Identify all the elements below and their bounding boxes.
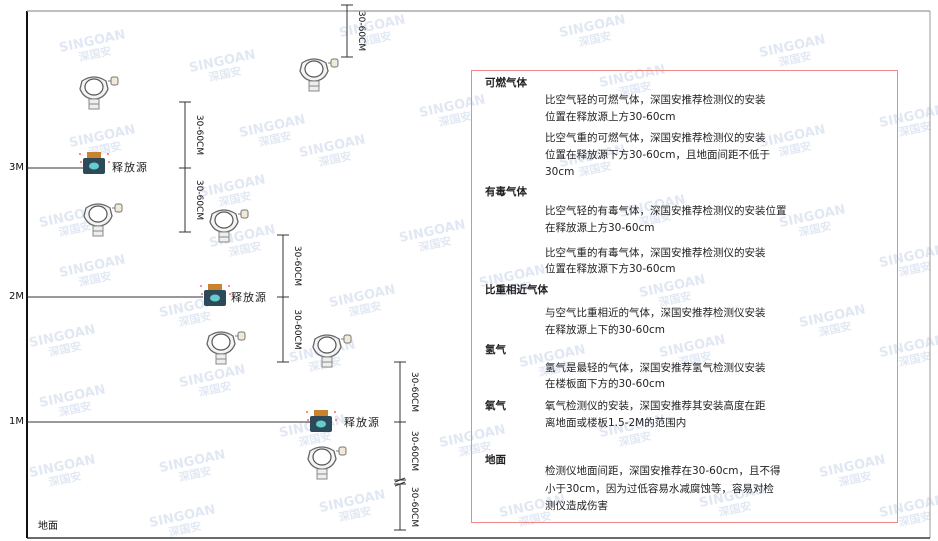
section-text-line: 检测仪地面间距，深国安推荐在30-60cm，且不得	[545, 465, 781, 477]
section-text-line: 在楼板面下方的30-60cm	[545, 378, 666, 390]
dimension-line: 30-60CM	[179, 167, 204, 233]
installation-guide-box: 可燃气体比空气轻的可燃气体，深国安推荐检测仪的安装 位置在释放源上方30-60cm…	[471, 70, 898, 523]
dimension-label: 30-60CM	[194, 115, 204, 155]
section-text-line: 小于30cm，因为过低容易水减腐蚀等，容易对检	[545, 483, 774, 495]
dimension-label: 30-60CM	[409, 372, 419, 412]
dimension-label: 30-60CM	[292, 246, 302, 286]
section-text-line: 比空气重的可燃气体，深国安推荐检测仪的安装	[545, 132, 766, 144]
level-label-1m: 1M	[9, 416, 24, 427]
dimension-line: 30-60CM	[394, 421, 419, 481]
dimension-line: 30-60CM	[179, 101, 204, 169]
release-source-icon	[200, 284, 231, 306]
dimension-line: 30-60CM	[277, 296, 302, 363]
release-source-icon	[306, 410, 337, 432]
section-text-line: 比空气重的有毒气体，深国安推荐检测仪的安装	[545, 247, 766, 259]
release-source-icon	[79, 152, 110, 174]
gas-detector-icon	[209, 209, 249, 243]
section-text-line: 比空气轻的有毒气体，深国安推荐检测仪的安装位置	[545, 205, 787, 217]
section-title: 有毒气体	[485, 186, 527, 198]
section-title: 地面	[485, 454, 506, 466]
gas-detector-icon	[79, 76, 119, 110]
section-text-line: 位置在释放源下方30-60cm，且地面间距不低于	[545, 149, 771, 161]
dimension-label: 30-60CM	[194, 180, 204, 220]
release-source-label: 释放源	[344, 416, 380, 429]
release-source-label: 释放源	[112, 161, 148, 174]
section-title: 氢气	[485, 344, 506, 356]
dimension-label: 30-60CM	[409, 431, 419, 471]
dimension-line: 30-60CM	[394, 361, 419, 423]
level-label-2m: 2M	[9, 291, 24, 302]
section-text-line: 与空气比重相近的气体，深国安推荐检测仪安装	[545, 307, 766, 319]
section-text-line: 在释放源上方30-60cm	[545, 222, 655, 234]
section-text-line: 位置在释放源下方30-60cm	[545, 263, 676, 275]
section-text-line: 氧气检测仪的安装，深国安推荐其安装高度在距	[545, 400, 766, 412]
gas-detector-icon	[307, 446, 347, 480]
ground-label: 地面	[38, 521, 58, 532]
level-label-3m: 3M	[9, 162, 24, 173]
gas-detector-icon	[83, 203, 123, 237]
gas-detector-icon	[299, 58, 339, 92]
section-text-line: 比空气轻的可燃气体，深国安推荐检测仪的安装	[545, 94, 766, 106]
dimension-line: 30-60CM	[394, 483, 419, 531]
section-text-line: 30cm	[545, 166, 575, 178]
dimension-label: 30-60CM	[409, 487, 419, 527]
section-text-line: 位置在释放源上方30-60cm	[545, 111, 676, 123]
dimension-label: 30-60CM	[292, 309, 302, 349]
dimension-label: 30-60CM	[356, 11, 366, 51]
release-source-label: 释放源	[231, 291, 267, 304]
gas-detector-icon	[206, 331, 246, 365]
section-text-line: 测仪造成伤害	[545, 500, 608, 512]
dimension-line: 30-60CM	[341, 4, 366, 58]
gas-detector-icon	[312, 334, 352, 368]
section-title: 氧气	[485, 400, 506, 412]
dimension-line: 30-60CM	[277, 234, 302, 298]
section-title: 比重相近气体	[485, 284, 548, 296]
section-text-line: 离地面或楼板1.5-2M的范围内	[545, 417, 687, 429]
section-text-line: 氢气是最轻的气体，深国安推荐氢气检测仪安装	[545, 362, 766, 374]
section-title: 可燃气体	[485, 77, 527, 89]
section-text-line: 在释放源上下的30-60cm	[545, 324, 666, 336]
